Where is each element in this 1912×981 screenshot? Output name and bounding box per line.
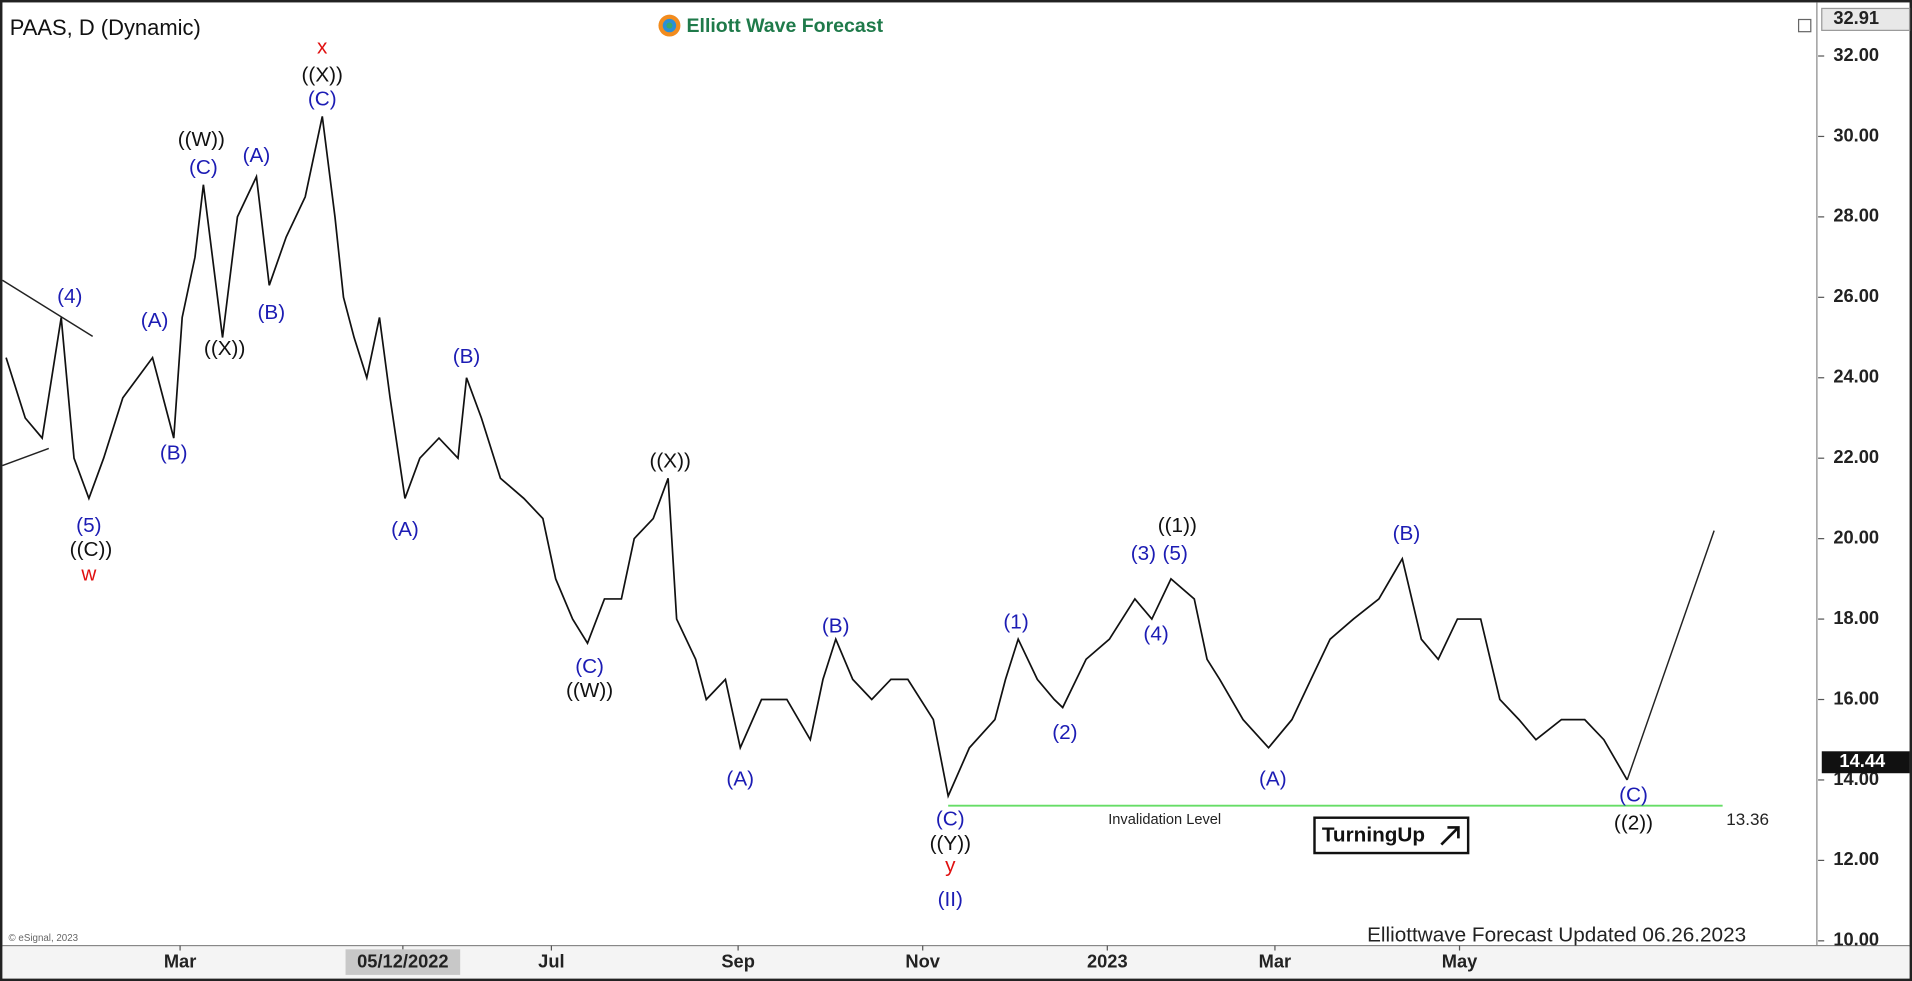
wave-label: ((W)): [566, 679, 613, 702]
wave-label: y: [945, 854, 956, 877]
wave-label: (B): [258, 301, 286, 324]
wave-label: (B): [453, 345, 481, 368]
wave-label: (A): [726, 767, 754, 790]
y-tick-label: 24.00: [1833, 366, 1879, 387]
wave-label: (A): [391, 518, 419, 541]
invalidation-label: Invalidation Level: [1108, 812, 1221, 828]
y-tick-label: 10.00: [1833, 929, 1879, 950]
time-axis-band: [2, 946, 1910, 979]
y-tick-label: 22.00: [1833, 446, 1879, 467]
y-tick-label: 16.00: [1833, 687, 1879, 708]
x-tick-highlight: [345, 949, 461, 975]
x-tick-label: May: [1442, 951, 1478, 972]
badge-text: TurningUp: [1322, 823, 1425, 846]
wave-label: ((X)): [204, 337, 245, 360]
y-tick-label: 20.00: [1833, 526, 1879, 547]
wave-label: (A): [1259, 767, 1287, 790]
wave-label: (B): [822, 615, 850, 638]
projection-line: [1626, 530, 1715, 781]
wave-label: (II): [938, 888, 963, 911]
wave-label: ((X)): [650, 450, 691, 473]
x-tick-label: Nov: [905, 951, 940, 972]
x-tick-label: Mar: [164, 951, 196, 972]
wave-label: (2): [1052, 721, 1077, 744]
price-line: [5, 116, 1628, 799]
wave-label: (4): [57, 285, 82, 308]
wave-label: (5): [1163, 542, 1188, 565]
wave-label: (5): [76, 514, 101, 537]
y-tick-label: 32.00: [1833, 44, 1879, 65]
x-tick-label: Sep: [721, 951, 755, 972]
wave-label: (B): [1393, 522, 1421, 545]
channel-line: [2, 447, 50, 467]
footer: Elliottwave Forecast Updated 06.26.2023: [1367, 923, 1746, 946]
y-tick-label: 30.00: [1833, 124, 1879, 145]
wave-label: x: [317, 35, 328, 58]
y-tick-label: 26.00: [1833, 285, 1879, 306]
x-tick-label: Jul: [538, 951, 564, 972]
invalidation-value: 13.36: [1726, 810, 1769, 829]
chart-title: PAAS, D (Dynamic): [10, 15, 201, 40]
logo-text: Elliott Wave Forecast: [687, 15, 884, 37]
wave-label: (1): [1003, 611, 1028, 634]
wave-label: ((W)): [178, 128, 225, 151]
wave-label: (C): [308, 88, 337, 111]
wave-label: (3): [1131, 542, 1156, 565]
channel-line: [2, 279, 94, 337]
wave-label: (4): [1143, 623, 1168, 646]
last-price-label: 14.44: [1839, 750, 1886, 771]
wave-label: (C): [189, 156, 218, 179]
logo: Elliott Wave Forecast: [658, 14, 884, 37]
wave-label: ((X)): [302, 64, 343, 87]
wave-label: ((1)): [1158, 514, 1197, 537]
window-icon[interactable]: [1797, 18, 1812, 33]
wave-label: (A): [243, 144, 271, 167]
x-tick-label: 05/12/2022: [357, 951, 448, 972]
x-tick-label: Mar: [1259, 951, 1291, 972]
wave-label: ((Y)): [930, 832, 971, 855]
wave-label: (C): [936, 808, 965, 831]
wave-label: w: [80, 562, 97, 585]
wave-label: ((2)): [1614, 812, 1653, 835]
last-price-box: [1821, 751, 1910, 774]
turning-up-badge: TurningUp: [1313, 816, 1470, 855]
wave-label: ((C)): [70, 538, 113, 561]
x-tick-label: 2023: [1087, 951, 1128, 972]
copyright: © eSignal, 2023: [9, 933, 79, 944]
y-tick-label: 12.00: [1833, 848, 1879, 869]
logo-icon: [666, 22, 673, 29]
wave-label: (A): [141, 309, 169, 332]
wave-label: (C): [575, 655, 604, 678]
wave-label: (C): [1619, 784, 1648, 807]
axis-top-box: [1821, 7, 1911, 31]
badge-box: [1313, 816, 1470, 855]
axis-top-label: 32.91: [1833, 7, 1879, 28]
y-tick-label: 18.00: [1833, 607, 1879, 628]
badge-arrow: [1440, 826, 1460, 846]
y-tick-label: 28.00: [1833, 205, 1879, 226]
wave-label: (B): [160, 442, 188, 465]
